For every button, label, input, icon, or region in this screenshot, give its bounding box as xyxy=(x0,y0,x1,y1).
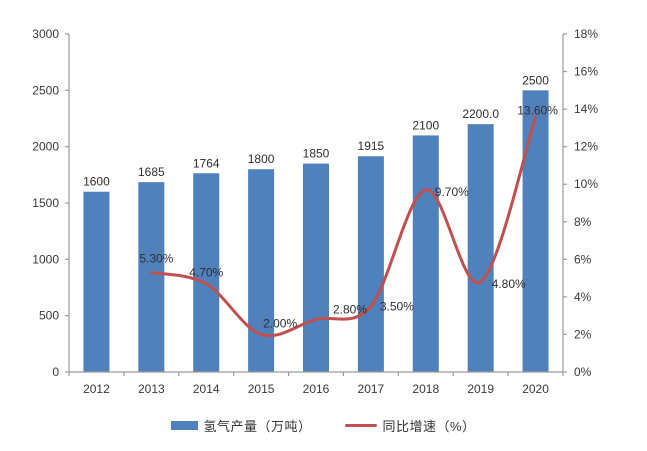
bar-2015 xyxy=(248,169,275,372)
x-tick-label-2013: 2013 xyxy=(138,382,165,396)
left-tick-label-3000: 3000 xyxy=(32,27,59,41)
bar-label-2019: 2200.0 xyxy=(462,107,499,121)
combo-chart-svg: 0 500 1000 1500 2000 2500 3000 0% 2% 4% 6% 8% 10% 12%… xyxy=(32,27,598,396)
growth-rate-line xyxy=(149,115,538,338)
x-tick-label-2018: 2018 xyxy=(412,382,439,396)
legend-bar-swatch xyxy=(171,420,199,430)
bar-label-2013: 1685 xyxy=(138,165,165,179)
bar-label-2014: 1764 xyxy=(193,156,220,170)
right-tick-label-4%: 4% xyxy=(574,290,592,304)
right-tick-label-14%: 14% xyxy=(574,102,598,116)
bar-2017 xyxy=(357,156,384,372)
bar-label-2017: 1915 xyxy=(358,139,385,153)
right-tick-label-16%: 16% xyxy=(574,65,598,79)
bar-2020 xyxy=(522,90,549,372)
left-tick-label-2500: 2500 xyxy=(32,83,59,97)
line-label-2016: 2.80% xyxy=(333,302,367,316)
bar-label-2020: 2500 xyxy=(522,73,549,87)
bar-2012 xyxy=(83,191,110,372)
x-tick-label-2020: 2020 xyxy=(522,382,549,396)
line-label-2019: 4.80% xyxy=(492,277,526,291)
bar-label-2016: 1850 xyxy=(303,147,330,161)
legend-line-swatch xyxy=(345,423,378,427)
line-label-2015: 2.00% xyxy=(263,316,297,330)
right-tick-label-2%: 2% xyxy=(574,327,592,341)
left-tick-label-1500: 1500 xyxy=(32,196,59,210)
legend-item-production: 氢气产量（万吨） xyxy=(171,416,311,435)
right-tick-label-18%: 18% xyxy=(574,27,598,41)
line-label-2013: 5.30% xyxy=(139,251,173,265)
x-tick-label-2019: 2019 xyxy=(467,382,494,396)
left-tick-label-2000: 2000 xyxy=(32,140,59,154)
legend-label-production: 氢气产量（万吨） xyxy=(203,418,312,434)
x-tick-label-2015: 2015 xyxy=(248,382,275,396)
x-tick-label-2014: 2014 xyxy=(193,382,220,396)
line-label-2017: 3.50% xyxy=(380,299,414,313)
line-label-2014: 4.70% xyxy=(189,266,223,280)
bar-2019 xyxy=(467,124,494,372)
right-tick-label-6%: 6% xyxy=(574,252,592,266)
bar-label-2012: 1600 xyxy=(83,175,110,189)
line-label-2018: 9.70% xyxy=(435,185,469,199)
x-tick-label-2016: 2016 xyxy=(303,382,330,396)
bar-2016 xyxy=(303,163,329,372)
right-tick-label-0%: 0% xyxy=(574,365,592,379)
line-label-2020: 13.60% xyxy=(517,104,558,118)
legend: 氢气产量（万吨） 同比增速（%） xyxy=(0,412,647,438)
right-tick-label-10%: 10% xyxy=(574,177,598,191)
bar-2018 xyxy=(412,135,439,372)
x-tick-label-2017: 2017 xyxy=(358,382,385,396)
legend-item-growth: 同比增速（%） xyxy=(345,416,475,435)
legend-label-growth: 同比增速（%） xyxy=(382,418,476,434)
left-tick-label-500: 500 xyxy=(39,309,59,323)
bar-2013 xyxy=(138,182,165,372)
left-tick-label-1000: 1000 xyxy=(32,252,59,266)
x-tick-label-2012: 2012 xyxy=(83,382,110,396)
bar-2014 xyxy=(193,173,220,372)
bar-label-2018: 2100 xyxy=(412,118,439,132)
right-tick-label-12%: 12% xyxy=(574,140,598,154)
bar-label-2015: 1800 xyxy=(248,152,275,166)
right-tick-label-8%: 8% xyxy=(574,215,592,229)
left-tick-label-0: 0 xyxy=(52,365,59,379)
